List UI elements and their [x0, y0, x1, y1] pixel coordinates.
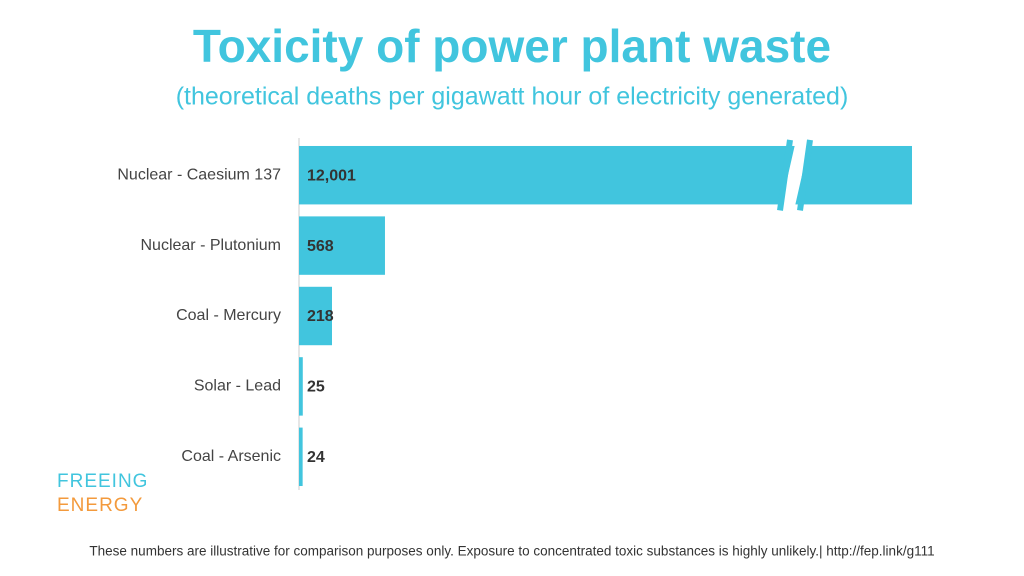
value-label: 24 — [307, 449, 325, 466]
category-label: Nuclear - Caesium 137 — [117, 166, 281, 183]
value-label: 25 — [307, 379, 325, 396]
value-label: 568 — [307, 238, 334, 255]
footer-note: These numbers are illustrative for compa… — [89, 544, 934, 559]
category-label: Nuclear - Plutonium — [141, 237, 282, 254]
axis-break-mark — [777, 139, 793, 211]
bar — [299, 286, 332, 346]
bar — [299, 357, 303, 416]
bar — [299, 145, 912, 205]
category-label: Coal - Mercury — [176, 307, 281, 324]
axis-break-mark — [797, 139, 813, 211]
logo-line2: ENERGY — [57, 495, 143, 516]
logo-line1: FREEING — [57, 471, 148, 492]
value-label: 12,001 — [307, 167, 356, 184]
category-label: Coal - Arsenic — [181, 448, 281, 465]
chart-title: Toxicity of power plant waste — [193, 20, 831, 72]
bar — [299, 427, 303, 487]
bar — [299, 216, 385, 275]
axis-break-gap — [780, 139, 810, 211]
value-label: 218 — [307, 308, 334, 325]
category-label: Solar - Lead — [194, 378, 281, 395]
chart-subtitle: (theoretical deaths per gigawatt hour of… — [176, 83, 849, 111]
